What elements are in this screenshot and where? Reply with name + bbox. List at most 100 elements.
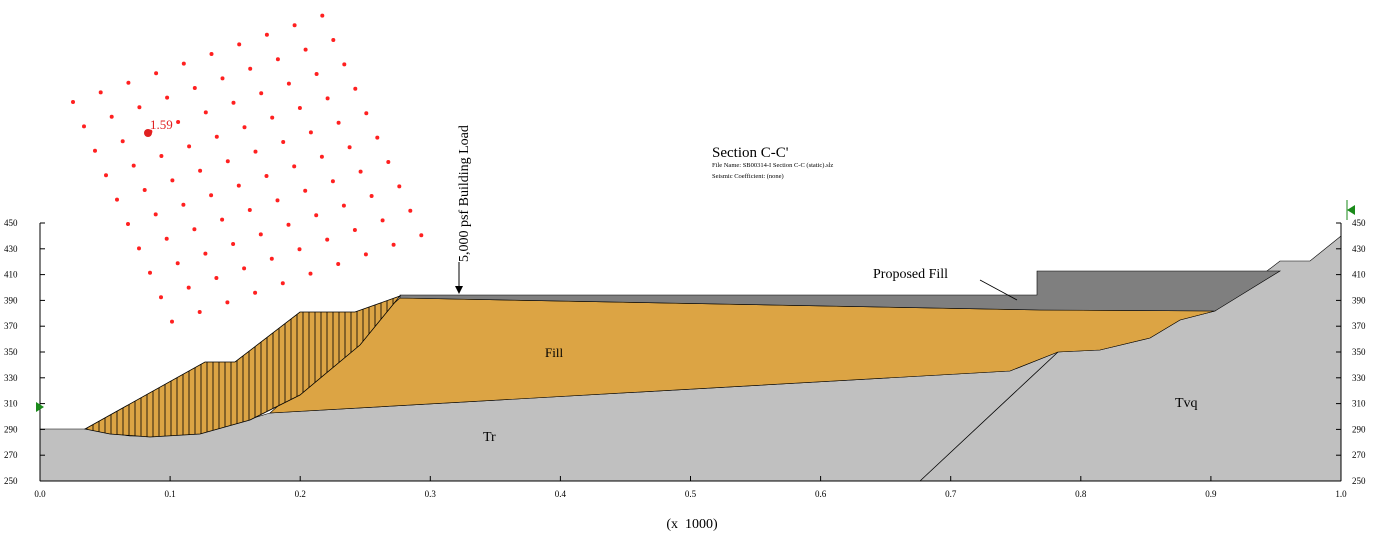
file-name: File Name: SB00314-I Section C-C (static…	[712, 162, 833, 169]
grid-point	[364, 111, 368, 115]
y-tick-label-right: 450	[1352, 218, 1366, 228]
grid-point	[348, 145, 352, 149]
grid-point	[287, 82, 291, 86]
grid-point	[176, 261, 180, 265]
x-tick-label: 1.0	[1335, 489, 1347, 499]
grid-point	[265, 33, 269, 37]
tvq-label: Tvq	[1175, 396, 1198, 411]
x-tick-label: 0.8	[1075, 489, 1087, 499]
grid-point	[126, 81, 130, 85]
grid-point	[137, 246, 141, 250]
grid-point	[154, 212, 158, 216]
grid-point	[281, 281, 285, 285]
grid-point	[331, 38, 335, 42]
seismic-coefficient: Seismic Coefficient: (none)	[712, 173, 784, 180]
grid-point	[397, 184, 401, 188]
grid-point	[248, 67, 252, 71]
y-tick-label-right: 390	[1352, 295, 1366, 305]
grid-point	[203, 252, 207, 256]
y-tick-label-left: 310	[4, 399, 18, 409]
grid-point	[265, 174, 269, 178]
grid-point	[210, 52, 214, 56]
proposed-fill-label: Proposed Fill	[873, 267, 948, 282]
grid-point	[220, 218, 224, 222]
grid-point	[226, 159, 230, 163]
grid-point	[176, 120, 180, 124]
grid-point	[237, 184, 241, 188]
grid-point	[110, 115, 114, 119]
y-tick-label-left: 390	[4, 295, 18, 305]
grid-point	[320, 14, 324, 18]
x-tick-label: 0.7	[945, 489, 957, 499]
grid-point	[325, 238, 329, 242]
grid-point	[337, 121, 341, 125]
x-tick-label: 0.6	[815, 489, 827, 499]
grid-point	[198, 169, 202, 173]
grid-point	[270, 116, 274, 120]
x-unit-label: (x 1000)	[666, 517, 718, 532]
y-tick-label-left: 430	[4, 244, 18, 254]
y-tick-label-right: 330	[1352, 373, 1366, 383]
grid-point	[309, 130, 313, 134]
y-tick-label-right: 370	[1352, 321, 1366, 331]
y-tick-label-right: 350	[1352, 347, 1366, 357]
y-tick-label-right: 410	[1352, 270, 1366, 280]
grid-point	[148, 271, 152, 275]
grid-point	[170, 178, 174, 182]
grid-point	[254, 150, 258, 154]
grid-point	[126, 222, 130, 226]
grid-point	[132, 164, 136, 168]
grid-point	[165, 237, 169, 241]
grid-point	[281, 140, 285, 144]
y-tick-label-right: 430	[1352, 244, 1366, 254]
y-tick-label-left: 250	[4, 476, 18, 486]
grid-point	[375, 136, 379, 140]
grid-point	[331, 179, 335, 183]
grid-point	[121, 139, 125, 143]
grid-point	[320, 155, 324, 159]
x-tick-label: 0.4	[555, 489, 567, 499]
grid-point	[99, 90, 103, 94]
grid-point	[170, 320, 174, 324]
grid-point	[276, 198, 280, 202]
grid-point	[248, 208, 252, 212]
x-tick-label: 0.9	[1205, 489, 1217, 499]
y-tick-label-left: 450	[4, 218, 18, 228]
y-tick-label-left: 350	[4, 347, 18, 357]
grid-point	[342, 62, 346, 66]
fill-label: Fill	[545, 345, 563, 360]
grid-point	[204, 110, 208, 114]
x-tick-label: 0.2	[295, 489, 306, 499]
y-tick-label-left: 330	[4, 373, 18, 383]
x-tick-label: 0.3	[425, 489, 437, 499]
grid-point	[315, 72, 319, 76]
y-tick-label-left: 370	[4, 321, 18, 331]
tr-label: Tr	[483, 430, 496, 445]
y-tick-label-right: 290	[1352, 424, 1366, 434]
grid-point	[237, 42, 241, 46]
grid-point	[419, 233, 423, 237]
grid-point	[82, 124, 86, 128]
load-label: 5,000 psf Building Load	[457, 125, 472, 262]
grid-point	[386, 160, 390, 164]
y-tick-label-right: 310	[1352, 399, 1366, 409]
x-tick-label: 0.1	[164, 489, 175, 499]
grid-point	[215, 135, 219, 139]
y-tick-label-left: 410	[4, 270, 18, 280]
grid-point	[221, 76, 225, 80]
grid-point	[143, 188, 147, 192]
x-tick-label: 0.5	[685, 489, 697, 499]
grid-point	[115, 198, 119, 202]
grid-point	[381, 218, 385, 222]
grid-point	[253, 291, 257, 295]
section-title: Section C-C'	[712, 145, 789, 161]
grid-point	[276, 57, 280, 61]
grid-point	[214, 276, 218, 280]
grid-point	[309, 272, 313, 276]
grid-point	[259, 91, 263, 95]
grid-point	[181, 203, 185, 207]
grid-point	[187, 286, 191, 290]
y-tick-label-left: 290	[4, 424, 18, 434]
grid-point	[232, 101, 236, 105]
grid-point	[71, 100, 75, 104]
